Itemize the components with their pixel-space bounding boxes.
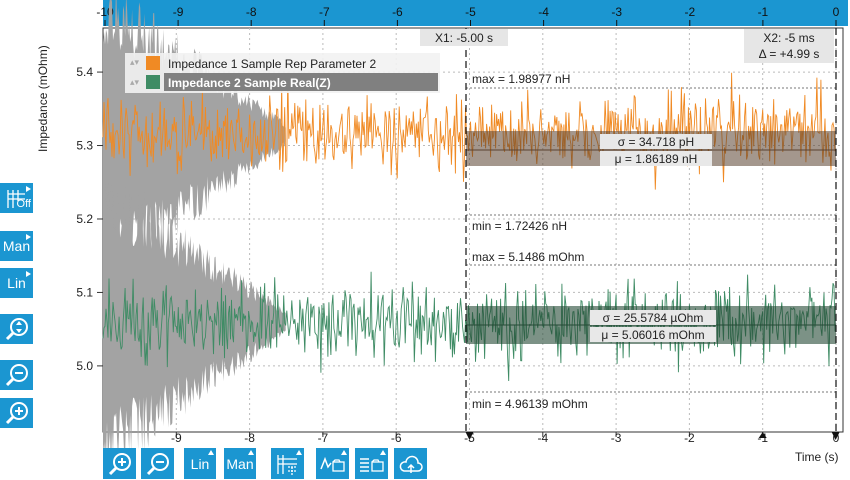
x-range-man-button[interactable]: Man — [224, 448, 256, 479]
top-tick-label: -7 — [319, 5, 330, 19]
series-2-max-text: max = 5.1486 mOhm — [472, 250, 584, 264]
x-tick-label: -6 — [391, 431, 402, 445]
series-1-mean-text: μ = 1.86189 nH — [615, 152, 698, 166]
cursor-marker-icon[interactable] — [758, 432, 767, 438]
grid-off-label: Off — [16, 198, 31, 210]
zoom-out-icon — [5, 364, 28, 387]
y-tick-label: 5.4 — [76, 65, 93, 79]
zoom-in-icon — [5, 402, 28, 425]
cursor-x1-label-box — [420, 29, 508, 46]
x-tick-label: -7 — [318, 431, 329, 445]
series-1-sigma-box — [600, 134, 712, 149]
legend-2-swatch[interactable] — [146, 75, 160, 89]
top-tick-label: -9 — [173, 5, 184, 19]
series-2-mean-box — [590, 327, 716, 342]
save-chart-icon — [319, 456, 345, 472]
cloud-upload-icon — [399, 455, 423, 473]
zoom-out-icon — [146, 452, 169, 475]
x-axis-ticks: -9-8-7-6-5-4-3-2-10 — [171, 431, 840, 445]
series-2-sigma-box — [590, 310, 716, 325]
series-1-mean-box — [600, 151, 712, 166]
y-tick-label: 5.2 — [76, 212, 93, 226]
legend-2-arrows-icon[interactable]: ▴▾ — [130, 77, 140, 87]
series-1-min-text: min = 1.72426 nH — [472, 219, 567, 233]
top-tick-label: -8 — [246, 5, 257, 19]
grid-off-icon — [6, 190, 25, 208]
grid-off-button[interactable]: Off — [0, 183, 33, 213]
cursor-x2-label-box — [744, 29, 834, 63]
cloud-upload-button[interactable] — [394, 448, 427, 479]
cursor-marker-icon[interactable] — [465, 432, 474, 440]
top-tick-label: -1 — [758, 5, 769, 19]
top-tick-label: 0 — [833, 5, 840, 19]
y-tick-label: 5.3 — [76, 139, 93, 153]
zoom-out-x-button[interactable] — [141, 448, 174, 479]
cursor-grid-icon — [276, 454, 297, 475]
x-range-man-label: Man — [226, 455, 254, 472]
y-range-man-button[interactable]: Man — [0, 231, 33, 261]
x-tick-label: -8 — [244, 431, 255, 445]
cursor-marker-icon[interactable] — [831, 432, 840, 440]
series-2-min-text: min = 4.96139 mOhm — [472, 397, 588, 411]
zoom-out-y-button[interactable] — [0, 360, 33, 390]
top-tick-label: -3 — [611, 5, 622, 19]
legend-2-highlight — [164, 73, 438, 91]
x-tick-label: -2 — [684, 431, 695, 445]
y-tick-label: 5.0 — [76, 359, 93, 373]
top-tick-label: -6 — [392, 5, 403, 19]
save-table-icon — [359, 457, 384, 472]
x-axis-cursor-markers — [465, 432, 840, 440]
x-tick-label: -4 — [537, 431, 548, 445]
x-tick-label: -9 — [171, 431, 182, 445]
x-axis-label: Time (s) — [795, 450, 839, 464]
zoom-fit-button[interactable] — [0, 314, 33, 344]
zoom-in-icon — [108, 452, 131, 475]
legend-1-label[interactable]: Impedance 1 Sample Rep Parameter 2 — [168, 57, 376, 71]
legend-2-label[interactable]: Impedance 2 Sample Real(Z) — [168, 76, 331, 90]
y-axis-ticks: 5.4 5.3 5.2 5.1 5.0 — [76, 65, 103, 373]
cursor-delta-label: Δ = +4.99 s — [759, 47, 820, 61]
legend-1-swatch[interactable] — [146, 56, 160, 70]
top-tick-label: -2 — [684, 5, 695, 19]
cursor-grid-button[interactable] — [271, 448, 304, 479]
y-axis-label: Impedance (mOhm) — [36, 45, 50, 152]
series-1-sigma-text: σ = 34.718 pH — [618, 135, 694, 149]
y-scale-lin-label: Lin — [7, 275, 26, 291]
y-range-man-label: Man — [2, 238, 31, 254]
series-2-mean-text: μ = 5.06016 mOhm — [601, 328, 704, 342]
cursor-x1-label: X1: -5.00 s — [435, 31, 493, 45]
legend-1-arrows-icon[interactable]: ▴▾ — [130, 57, 140, 67]
save-chart-button[interactable] — [316, 448, 349, 479]
zoom-fit-icon — [5, 318, 28, 341]
series-2-sigma-text: σ = 25.5784 µOhm — [603, 311, 704, 325]
zoom-in-y-button[interactable] — [0, 398, 33, 428]
save-table-button[interactable] — [355, 448, 388, 479]
series-2-envelope — [103, 174, 286, 469]
y-tick-label: 5.1 — [76, 285, 93, 299]
series-1-max-text: max = 1.98977 nH — [472, 72, 570, 86]
top-axis-band[interactable] — [103, 0, 848, 26]
cursor-x2-label: X2: -5 ms — [763, 31, 814, 45]
top-tick-label: -5 — [465, 5, 476, 19]
zoom-in-x-button[interactable] — [103, 448, 136, 479]
x-tick-label: -3 — [611, 431, 622, 445]
top-tick-label: -4 — [538, 5, 549, 19]
x-scale-lin-button[interactable]: Lin — [184, 448, 216, 479]
legend[interactable]: ▴▾ Impedance 1 Sample Rep Parameter 2 ▴▾… — [125, 53, 440, 93]
x-scale-lin-label: Lin — [190, 455, 210, 472]
y-scale-lin-button[interactable]: Lin — [0, 268, 33, 298]
